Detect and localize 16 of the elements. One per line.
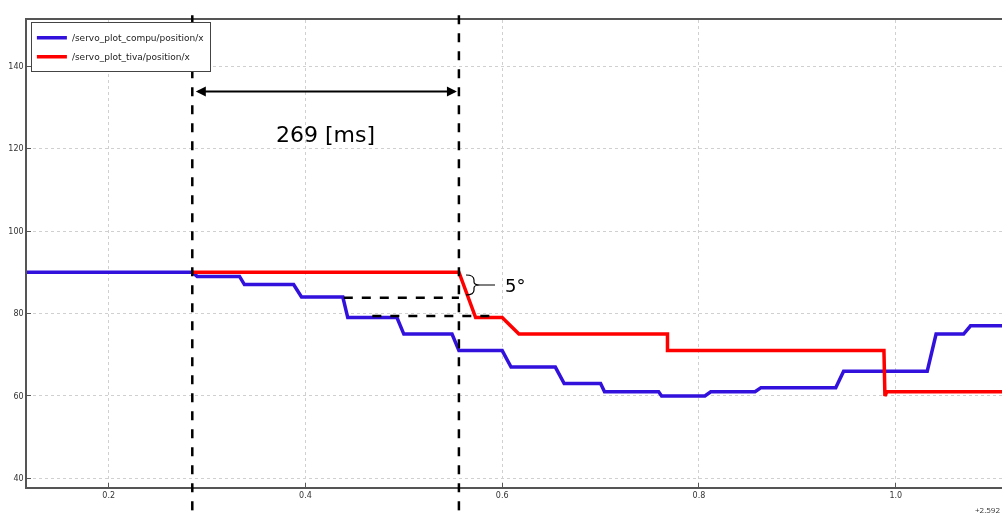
x-tick-label: 0.8 xyxy=(692,491,706,501)
y-tick-label: 80 xyxy=(13,309,24,319)
y-tick-label: 100 xyxy=(8,226,24,236)
text: +2.592 xyxy=(975,504,1001,514)
x-tick-label: 0.4 xyxy=(299,491,312,501)
y-tick-label: 140 xyxy=(8,61,24,71)
annotation: 269 [ms] xyxy=(276,122,376,147)
x-tick-label: 1.0 xyxy=(889,491,903,501)
legend-label: /servo_plot_compu/position/x xyxy=(71,33,205,44)
y-tick-label: 60 xyxy=(13,391,24,401)
x-tick-label: 0.6 xyxy=(495,491,509,501)
x-tick-label: 0.2 xyxy=(102,491,116,501)
y-tick-label: 120 xyxy=(8,144,24,154)
y-tick-label: 40 xyxy=(13,474,24,484)
annotation: 5° xyxy=(505,275,526,296)
legend-label: /servo_plot_tiva/position/x xyxy=(71,52,191,63)
